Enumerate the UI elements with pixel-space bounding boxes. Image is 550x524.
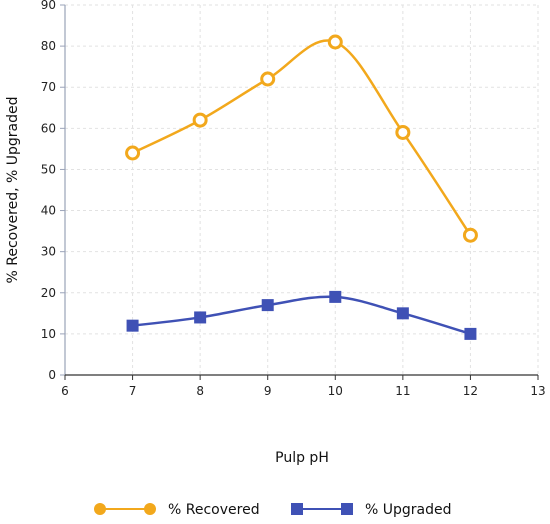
series-layer — [125, 34, 478, 340]
series-line — [132, 39, 472, 236]
x-axis-title: Pulp pH — [275, 450, 329, 466]
y-axis-title: % Recovered, % Upgraded — [5, 97, 21, 284]
y-tick-label: 10 — [41, 327, 56, 341]
x-tick-label: 12 — [463, 384, 478, 398]
data-point — [329, 290, 342, 303]
grid-lines — [65, 4, 539, 375]
data-point — [464, 327, 477, 340]
legend-item: % Upgraded — [291, 502, 452, 518]
data-point — [194, 311, 207, 324]
x-tick-label: 9 — [264, 384, 272, 398]
series-1 — [125, 34, 478, 243]
x-tick-label: 13 — [530, 384, 545, 398]
y-tick-label: 0 — [48, 368, 56, 382]
y-tick-label: 40 — [41, 204, 56, 218]
legend-marker — [291, 503, 303, 515]
x-tick-label: 7 — [129, 384, 137, 398]
legend-marker — [341, 503, 353, 515]
data-point — [396, 307, 409, 320]
data-point — [125, 145, 141, 161]
y-tick-label: 50 — [41, 162, 56, 176]
y-tick-label: 90 — [41, 0, 56, 12]
tick-labels: 0 10 20 30 40 50 60 70 80 90 6 7 8 9 10 11 12 13 — [41, 0, 546, 398]
data-point — [192, 112, 208, 128]
y-tick-label: 80 — [41, 39, 56, 53]
legend-label: % Upgraded — [365, 502, 452, 518]
axes — [60, 4, 539, 380]
legend-item: % Recovered — [94, 502, 260, 518]
legend-label: % Recovered — [168, 502, 260, 518]
data-point — [126, 319, 139, 332]
y-tick-label: 60 — [41, 121, 56, 135]
y-tick-label: 20 — [41, 286, 56, 300]
data-point — [462, 227, 478, 243]
legend-marker — [94, 503, 106, 515]
data-point — [260, 71, 276, 87]
series-line — [132, 295, 471, 336]
data-point — [261, 299, 274, 312]
legend: % Recovered % Upgraded — [94, 502, 452, 518]
data-point — [327, 34, 343, 50]
series-2 — [126, 290, 477, 340]
x-tick-label: 11 — [395, 384, 410, 398]
x-tick-label: 8 — [196, 384, 204, 398]
x-tick-label: 10 — [328, 384, 343, 398]
legend-marker — [144, 503, 156, 515]
data-point — [395, 124, 411, 140]
y-tick-label: 30 — [41, 245, 56, 259]
y-tick-label: 70 — [41, 80, 56, 94]
x-tick-label: 6 — [61, 384, 69, 398]
